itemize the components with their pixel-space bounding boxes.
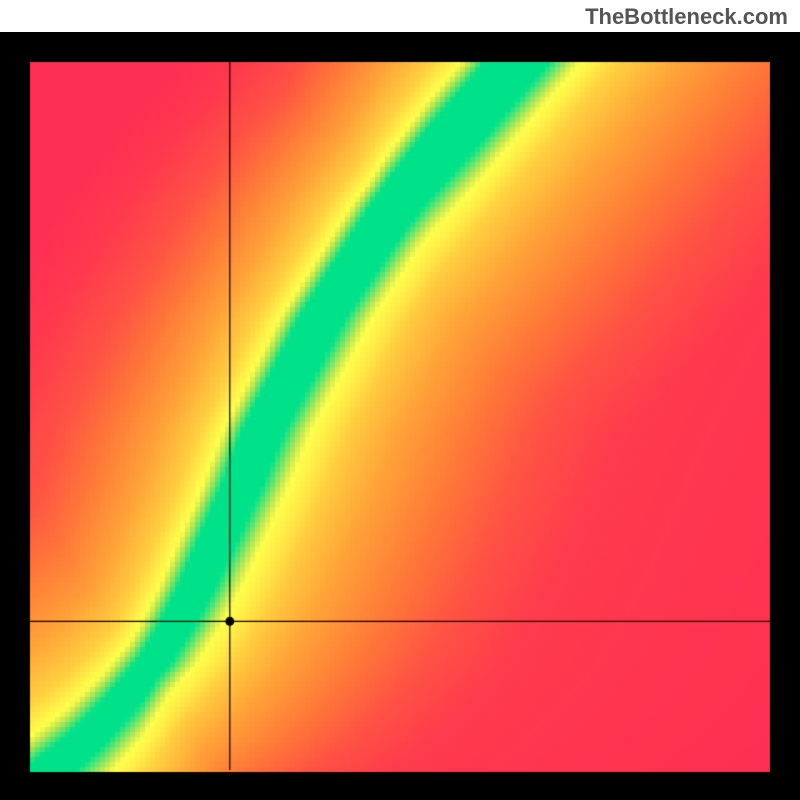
watermark: TheBottleneck.com <box>585 4 788 30</box>
bottleneck-heatmap <box>0 32 800 800</box>
